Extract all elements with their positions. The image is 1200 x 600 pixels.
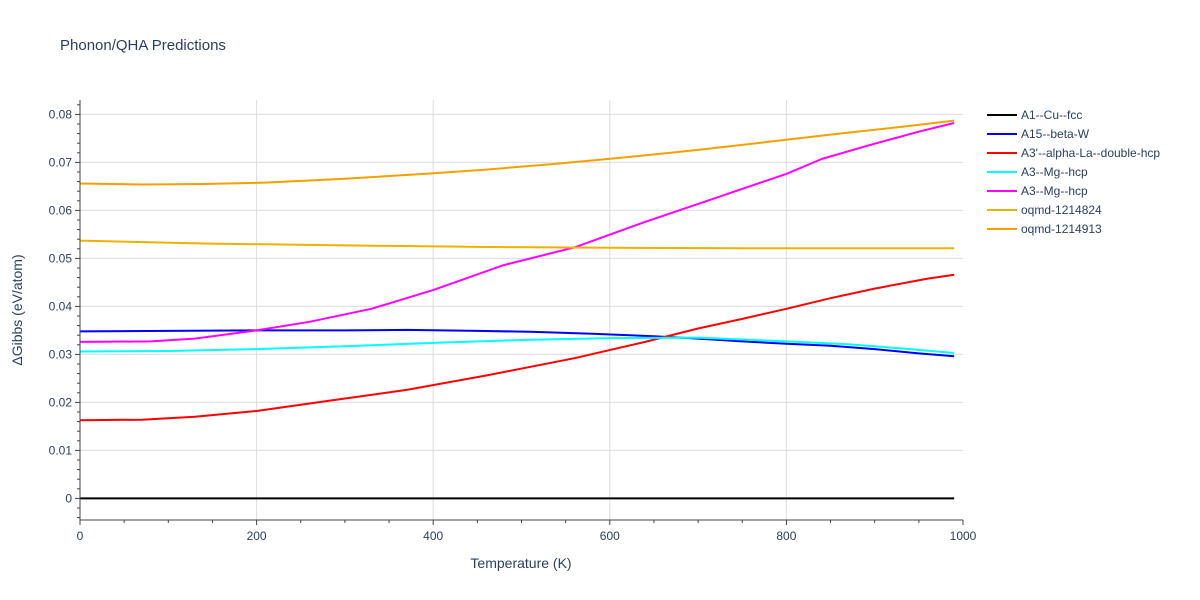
x-tick-label: 200 xyxy=(247,529,267,543)
series-line-2 xyxy=(79,273,955,422)
legend-label: A3'--alpha-La--double-hcp xyxy=(1021,146,1160,160)
legend-label: oqmd-1214824 xyxy=(1021,203,1102,217)
legend-label: A15--beta-W xyxy=(1021,127,1090,141)
y-tick-label: 0.01 xyxy=(49,443,73,457)
x-tick-label: 400 xyxy=(423,529,443,543)
series-line-5 xyxy=(79,239,955,250)
series-line-3 xyxy=(79,336,955,354)
legend: A1--Cu--fcc A15--beta-W A3'--alpha-La--dou… xyxy=(987,108,1160,236)
legend-label: A3--Mg--hcp xyxy=(1021,165,1088,179)
x-axis-title: Temperature (K) xyxy=(470,555,571,571)
legend-label: A3--Mg--hcp xyxy=(1021,184,1088,198)
y-tick-label: 0.03 xyxy=(49,347,73,361)
legend-label: oqmd-1214913 xyxy=(1021,222,1102,236)
y-tick-label: 0 xyxy=(65,491,72,505)
legend-label: A1--Cu--fcc xyxy=(1021,108,1082,122)
x-tick-label: 1000 xyxy=(950,529,977,543)
y-axis-title: ΔGibbs (eV/atom) xyxy=(9,254,25,365)
tick-labels: 0 200 400 600 800 1000 0 0.01 0.02 0.03 0.04 0.05 0.… xyxy=(49,107,977,543)
y-tick-label: 0.06 xyxy=(49,203,73,217)
chart-title: Phonon/QHA Predictions xyxy=(60,37,226,54)
x-tick-label: 600 xyxy=(600,529,620,543)
y-tick-label: 0.05 xyxy=(49,251,73,265)
x-tick-label: 0 xyxy=(77,529,84,543)
series-line-1 xyxy=(79,328,955,358)
series-line-4 xyxy=(79,122,955,343)
x-tick-label: 800 xyxy=(776,529,796,543)
series-lines xyxy=(79,119,955,500)
y-tick-label: 0.04 xyxy=(49,299,73,313)
y-tick-label: 0.07 xyxy=(49,155,73,169)
series-line-6 xyxy=(79,119,955,186)
grid xyxy=(80,100,963,520)
axes xyxy=(75,100,964,525)
y-tick-label: 0.02 xyxy=(49,395,73,409)
y-tick-label: 0.08 xyxy=(49,107,73,121)
